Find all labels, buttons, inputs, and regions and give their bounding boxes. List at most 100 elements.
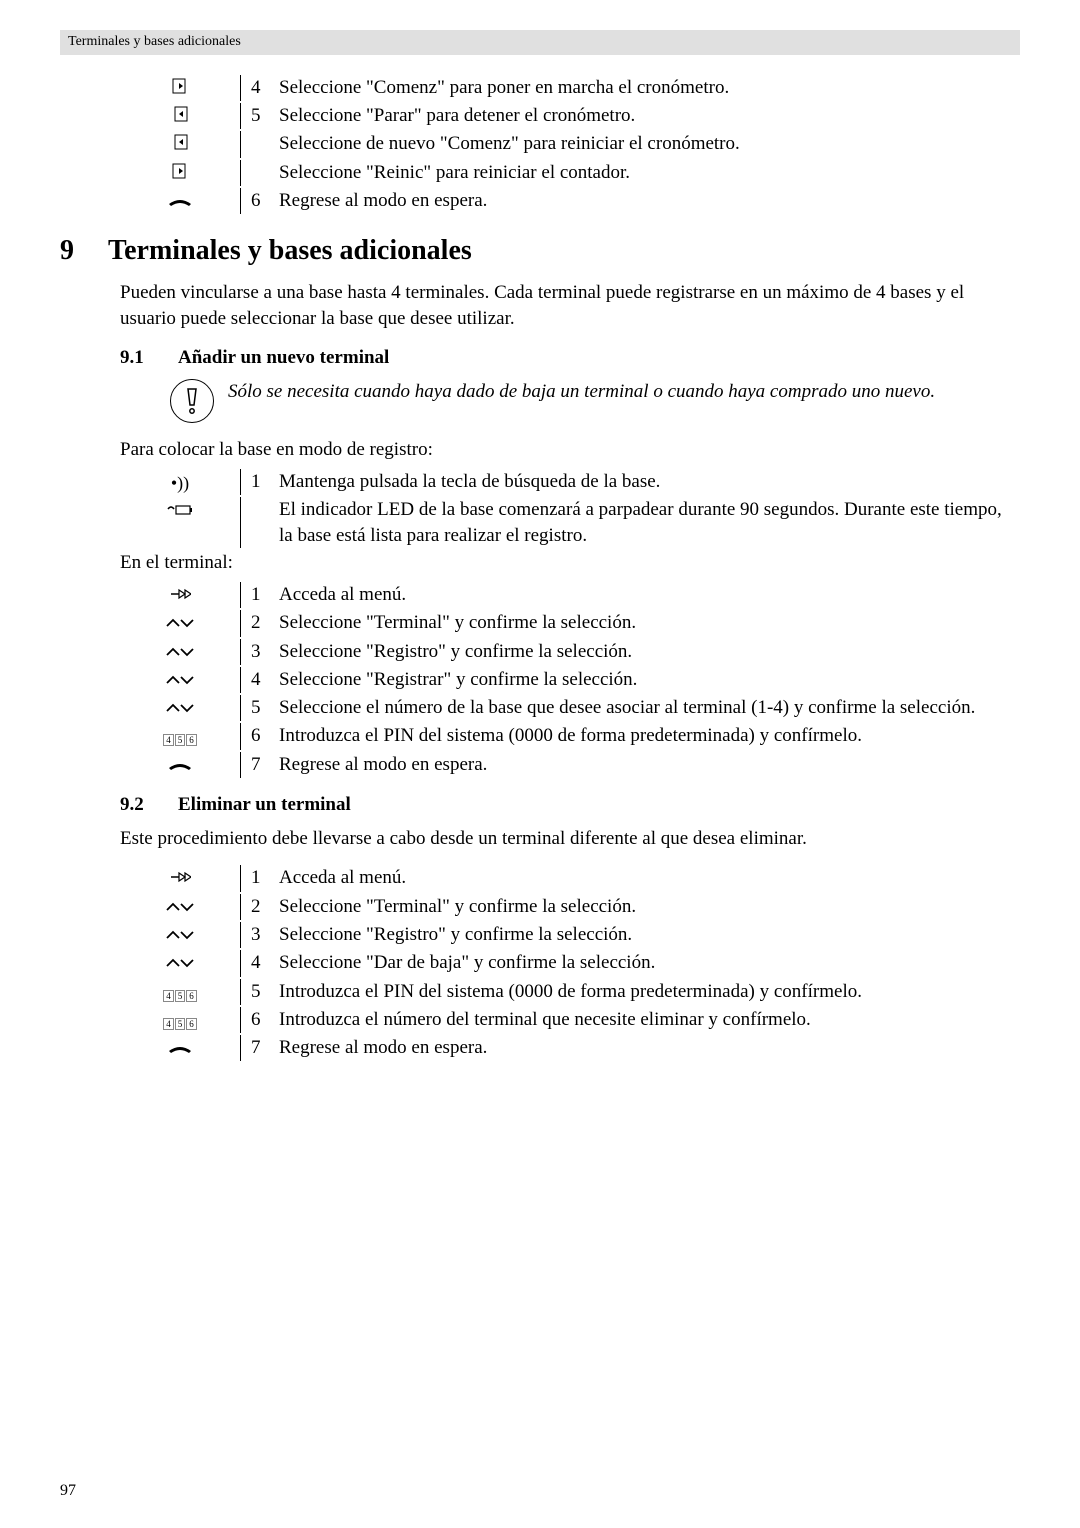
step-num: 5 [251,103,279,129]
step-num: 2 [251,610,279,636]
step-text: Seleccione de nuevo "Comenz" para reinic… [279,131,1020,157]
updown-icon [120,639,240,665]
subsection-number: 9.2 [120,792,178,818]
step-row: Seleccione "Reinic" para reiniciar el co… [120,160,1020,186]
header-text: Terminales y bases adicionales [68,34,241,49]
base-steps: •)) 1 Mantenga pulsada la tecla de búsqu… [120,469,1020,549]
section-intro: Pueden vincularse a una base hasta 4 ter… [120,280,1020,331]
step-row: 456 6Introduzca el número del terminal qu… [120,1007,1020,1033]
step-num: 7 [251,1035,279,1061]
step-row: 1Acceda al menú. [120,582,1020,608]
step-num: 6 [251,188,279,214]
keys456-icon: 456 [120,1007,240,1033]
step-num: 5 [251,979,279,1005]
step-row: 2Seleccione "Terminal" y confirme la sel… [120,894,1020,920]
step-text: Introduzca el PIN del sistema (0000 de f… [279,723,1020,749]
step-row: 456 5Introduzca el PIN del sistema (0000 … [120,979,1020,1005]
section-heading: 9 Terminales y bases adicionales [60,232,1020,270]
subsection-title: Eliminar un terminal [178,792,351,818]
step-num: 5 [251,695,279,721]
subsection-number: 9.1 [120,345,178,371]
step-num: 3 [251,922,279,948]
hangup-icon [120,752,240,778]
step-num: 3 [251,639,279,665]
step-text: Seleccione "Terminal" y confirme la sele… [279,610,1020,636]
step-text: Acceda al menú. [279,582,1020,608]
step-row: 5 Seleccione "Parar" para detener el cro… [120,103,1020,129]
step-row: 4Seleccione "Dar de baja" y confirme la … [120,950,1020,976]
step-num: 4 [251,950,279,976]
updown-icon [120,922,240,948]
section-title: Terminales y bases adicionales [108,232,472,270]
subsection-intro: Este procedimiento debe llevarse a cabo … [120,826,1020,852]
updown-icon [120,894,240,920]
step-num: 2 [251,894,279,920]
step-text: Seleccione "Registrar" y confirme la sel… [279,667,1020,693]
step-text: Seleccione "Reinic" para reiniciar el co… [279,160,1020,186]
step-num: 7 [251,752,279,778]
updown-icon [120,950,240,976]
step-row: Seleccione de nuevo "Comenz" para reinic… [120,131,1020,157]
hangup-icon [120,188,240,214]
step-num: 6 [251,723,279,749]
battery-icon [120,497,240,523]
softkey-left-icon [120,131,240,157]
step-row: 7Regrese al modo en espera. [120,752,1020,778]
menu-icon [120,865,240,891]
note-block: Sólo se necesita cuando haya dado de baj… [170,379,1020,423]
updown-icon [120,695,240,721]
step-text: Introduzca el número del terminal que ne… [279,1007,1020,1033]
section-number: 9 [60,232,108,270]
step-row: 3Seleccione "Registro" y confirme la sel… [120,639,1020,665]
keys456-icon: 456 [120,723,240,749]
subsection-title: Añadir un nuevo terminal [178,345,389,371]
running-header: Terminales y bases adicionales [60,30,1020,55]
softkey-right-icon [120,160,240,186]
step-num: 1 [251,469,279,495]
updown-icon [120,610,240,636]
step-text: Acceda al menú. [279,865,1020,891]
intro-steps: 4 Seleccione "Comenz" para poner en marc… [120,75,1020,214]
step-row: •)) 1 Mantenga pulsada la tecla de búsqu… [120,469,1020,495]
signal-icon: •)) [120,469,240,495]
step-row: 1Acceda al menú. [120,865,1020,891]
subsection-heading: 9.1 Añadir un nuevo terminal [120,345,1020,371]
step-row: El indicador LED de la base comenzará a … [120,497,1020,548]
subsection-heading: 9.2 Eliminar un terminal [120,792,1020,818]
step-num: 1 [251,582,279,608]
step-text: Seleccione "Terminal" y confirme la sele… [279,894,1020,920]
step-num: 4 [251,75,279,101]
step-text: Seleccione "Parar" para detener el cronó… [279,103,1020,129]
step-num: 1 [251,865,279,891]
note-text: Sólo se necesita cuando haya dado de baj… [228,379,1020,405]
hangup-icon [120,1035,240,1061]
step-text: Mantenga pulsada la tecla de búsqueda de… [279,469,1020,495]
alert-icon [170,379,214,423]
step-text: Seleccione "Dar de baja" y confirme la s… [279,950,1020,976]
step-text: Seleccione "Registro" y confirme la sele… [279,922,1020,948]
step-row: 4Seleccione "Registrar" y confirme la se… [120,667,1020,693]
step-row: 456 6Introduzca el PIN del sistema (0000 … [120,723,1020,749]
step-row: 5Seleccione el número de la base que des… [120,695,1020,721]
step-text: Introduzca el PIN del sistema (0000 de f… [279,979,1020,1005]
terminal-steps-92: 1Acceda al menú.2Seleccione "Terminal" y… [120,865,1020,1061]
step-num: 4 [251,667,279,693]
step-num: 6 [251,1007,279,1033]
step-row: 6 Regrese al modo en espera. [120,188,1020,214]
terminal-label: En el terminal: [120,550,1020,576]
step-row: 2Seleccione "Terminal" y confirme la sel… [120,610,1020,636]
step-row: 3Seleccione "Registro" y confirme la sel… [120,922,1020,948]
softkey-left-icon [120,103,240,129]
step-text: Regrese al modo en espera. [279,752,1020,778]
terminal-steps-91: 1Acceda al menú.2Seleccione "Terminal" y… [120,582,1020,778]
step-row: 4 Seleccione "Comenz" para poner en marc… [120,75,1020,101]
step-row: 7Regrese al modo en espera. [120,1035,1020,1061]
step-text: Regrese al modo en espera. [279,1035,1020,1061]
page-number: 97 [60,1480,76,1502]
step-text: Seleccione "Registro" y confirme la sele… [279,639,1020,665]
keys456-icon: 456 [120,979,240,1005]
base-mode-label: Para colocar la base en modo de registro… [120,437,1020,463]
softkey-right-icon [120,75,240,101]
step-text: Seleccione "Comenz" para poner en marcha… [279,75,1020,101]
step-text: El indicador LED de la base comenzará a … [279,497,1020,548]
